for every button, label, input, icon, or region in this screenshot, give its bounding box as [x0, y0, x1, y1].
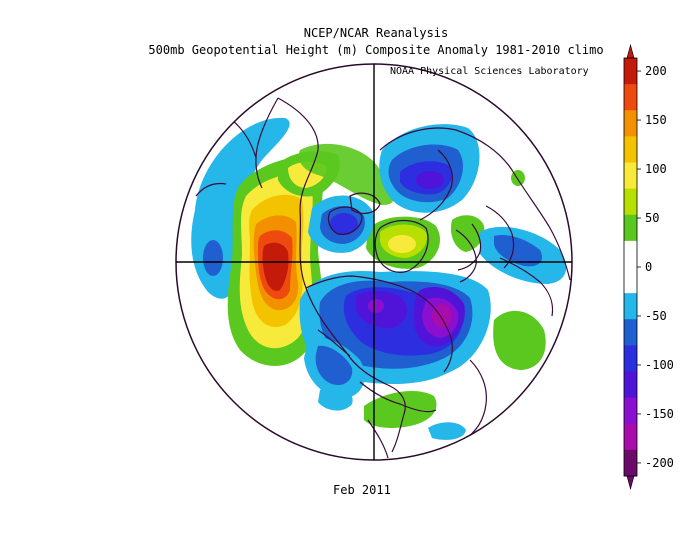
colorbar-bin: [624, 214, 637, 242]
anomaly-pos-east-pacific: [227, 156, 324, 366]
colorbar-bin: [624, 240, 637, 268]
colorbar-bin: [624, 267, 637, 294]
colorbar-bin: [624, 371, 637, 399]
colorbar-bin: [624, 293, 637, 320]
colorbar-bin: [624, 449, 637, 477]
colorbar-max-arrow: [626, 43, 635, 59]
colorbar-tick-label: -150: [645, 406, 674, 421]
colorbar-bin: [624, 162, 637, 190]
colorbar-bin: [624, 58, 637, 85]
colorbar-tick-label: -50: [645, 308, 667, 323]
anomaly-neg-central-asia: [480, 226, 567, 284]
colorbar-tick-label: 100: [645, 162, 667, 177]
colorbar-bin: [624, 345, 637, 372]
colorbar-bin: [624, 188, 637, 216]
anomaly-pos-north-crescent: [298, 143, 394, 205]
colorbar-bin: [624, 84, 637, 111]
colorbar-bin: [624, 423, 637, 451]
colorbar-tick-label: -100: [645, 357, 674, 372]
title-variable: 500mb Geopotential Height (m) Composite …: [148, 43, 604, 57]
anomaly-neg-tropical: [318, 387, 466, 440]
colorbar-tick-label: -200: [645, 455, 674, 470]
anomaly-neg-siberia: [379, 124, 480, 213]
colorbar-tick-label: 200: [645, 64, 667, 79]
colorbar-bin: [624, 319, 637, 346]
colorbar-bin: [624, 397, 637, 425]
colorbar-bin: [624, 136, 637, 163]
colorbar-tick-label: 0: [645, 260, 653, 274]
colorbar-tick-label: 50: [645, 211, 660, 226]
anomaly-neg-arctic-canada: [308, 195, 374, 253]
anomaly-neg-north-pacific: [304, 337, 365, 399]
anomaly-pos-southern-band: [364, 391, 437, 428]
anomaly-pos-greenland: [366, 216, 440, 269]
colorbar-min-arrow: [626, 475, 635, 491]
colorbar-bins: [624, 58, 637, 477]
coastlines: [195, 97, 571, 459]
colorbar-tick-label: 150: [645, 113, 667, 128]
title-source: NCEP/NCAR Reanalysis: [303, 26, 449, 40]
credit-label: NOAA Physical Sciences Laboratory: [390, 66, 589, 77]
date-label: Feb 2011: [333, 483, 391, 497]
colorbar-ticks: [637, 70, 641, 464]
anomaly-pos-subtropical-atlantic: [493, 310, 546, 370]
colorbar-bin: [624, 110, 637, 137]
